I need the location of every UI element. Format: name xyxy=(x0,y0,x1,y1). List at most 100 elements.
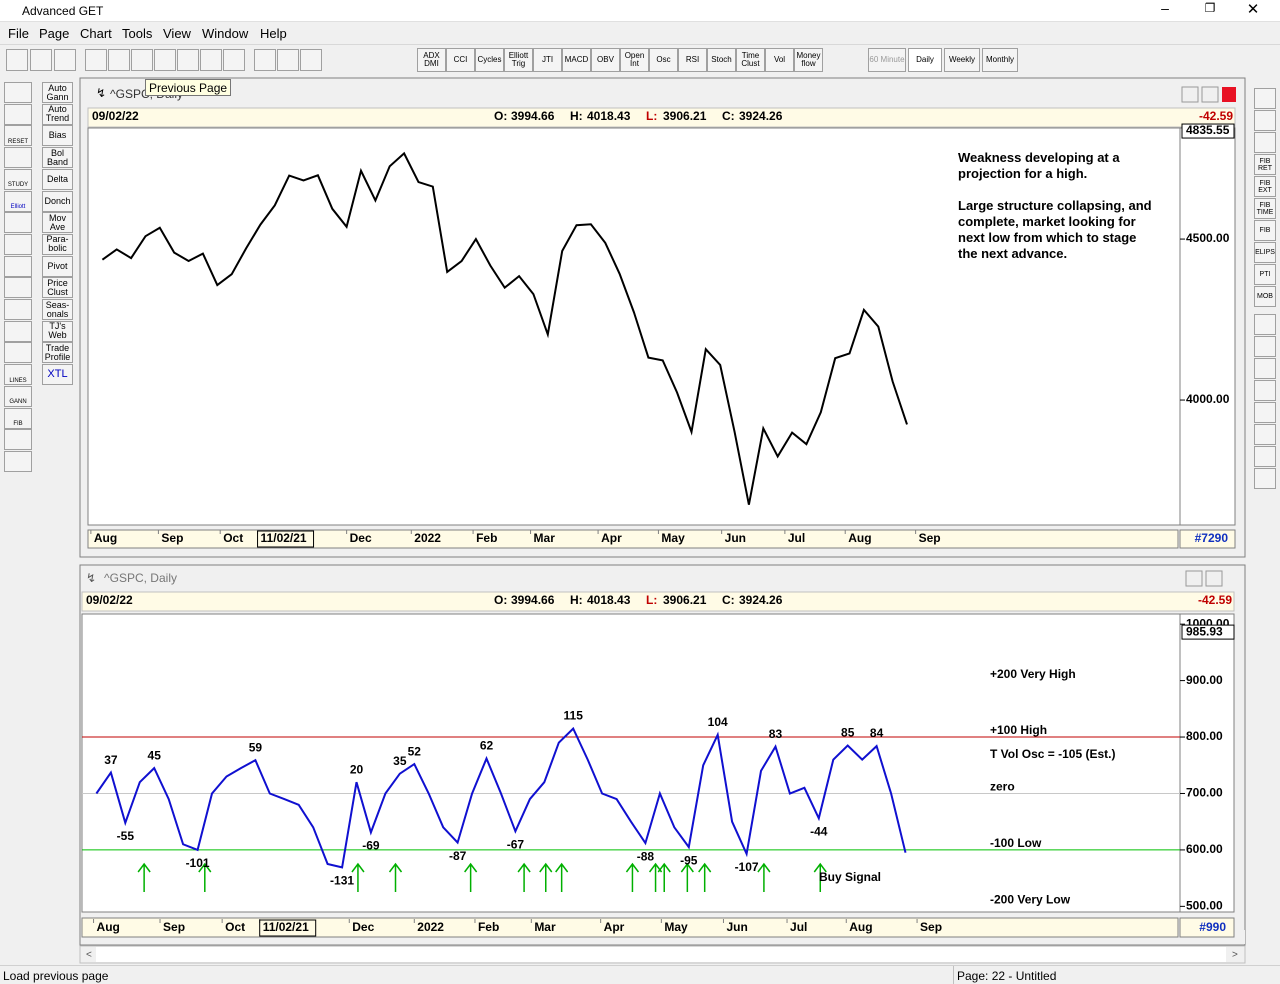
tool-button[interactable] xyxy=(254,49,276,71)
tool-icon[interactable] xyxy=(1254,380,1276,401)
tool-icon[interactable] xyxy=(4,320,32,342)
fib-tool-button[interactable]: FIB xyxy=(1254,220,1276,241)
indicator-button[interactable]: OBV xyxy=(591,48,620,72)
tool-icon[interactable] xyxy=(1254,88,1276,109)
tool-icon[interactable] xyxy=(4,385,32,407)
tool-icon[interactable] xyxy=(4,82,32,103)
fib-tool-button[interactable]: FIB RET xyxy=(1254,154,1276,175)
tool-icon[interactable] xyxy=(4,407,32,429)
study-button[interactable]: Donch xyxy=(42,190,73,212)
window-maximize[interactable] xyxy=(1205,570,1223,587)
indicator-button[interactable]: MACD xyxy=(562,48,591,72)
tool-icon[interactable] xyxy=(4,277,32,299)
restore-button[interactable]: ❐ xyxy=(1204,1,1216,15)
period-button[interactable]: Monthly xyxy=(982,48,1018,72)
tool-button[interactable] xyxy=(154,49,176,71)
fib-tool-button[interactable]: PTI xyxy=(1254,264,1276,285)
tool-icon[interactable] xyxy=(4,255,32,277)
tool-button[interactable] xyxy=(177,49,199,71)
study-button[interactable]: Trade Profile xyxy=(42,342,73,364)
tool-button[interactable] xyxy=(223,49,245,71)
tool-button[interactable] xyxy=(108,49,130,71)
menu-item[interactable]: Page xyxy=(39,26,70,41)
scroll-left[interactable]: < xyxy=(86,950,92,961)
window-minimize[interactable] xyxy=(1181,86,1199,103)
tool-icon[interactable] xyxy=(1254,110,1276,131)
tool-icon-label[interactable]: RESET xyxy=(7,138,28,145)
period-button[interactable]: 60 Minute xyxy=(868,48,906,72)
study-button[interactable]: Price Clust xyxy=(42,277,73,299)
window-close[interactable] xyxy=(1222,87,1236,102)
tool-icon[interactable] xyxy=(4,299,32,320)
tool-icon[interactable] xyxy=(4,147,32,169)
tool-icon[interactable] xyxy=(4,342,32,364)
indicator-button[interactable]: Cycles xyxy=(475,48,504,72)
study-button[interactable]: Delta xyxy=(42,168,73,190)
study-button[interactable]: Bol Band xyxy=(42,147,73,169)
indicator-button[interactable]: Money flow xyxy=(794,48,823,72)
menu-item[interactable]: View xyxy=(163,26,191,41)
period-button[interactable]: Daily xyxy=(908,48,942,72)
menu-item[interactable]: Help xyxy=(260,26,287,41)
menu-item[interactable]: Tools xyxy=(122,26,153,41)
indicator-button[interactable]: CCI xyxy=(446,48,475,72)
tool-button[interactable] xyxy=(131,49,153,71)
tool-icon[interactable] xyxy=(4,364,32,386)
indicator-button[interactable]: Elliott Trig xyxy=(504,48,533,72)
tool-icon[interactable] xyxy=(1254,336,1276,357)
tool-icon[interactable] xyxy=(1254,358,1276,379)
study-button[interactable]: Auto Trend xyxy=(42,103,73,125)
indicator-button[interactable]: Stoch xyxy=(707,48,736,72)
tool-icon-label[interactable]: LINES xyxy=(9,377,27,384)
fib-tool-button[interactable]: ELIPS xyxy=(1254,242,1276,263)
tool-button[interactable] xyxy=(277,49,299,71)
window-maximize[interactable] xyxy=(1201,86,1219,103)
study-button[interactable]: Seas-onals xyxy=(42,299,73,320)
tool-icon[interactable] xyxy=(4,450,32,472)
scroll-track[interactable] xyxy=(96,947,1226,962)
tool-button[interactable] xyxy=(30,49,52,71)
tool-button[interactable] xyxy=(85,49,107,71)
tool-icon[interactable] xyxy=(4,168,32,190)
tool-icon[interactable] xyxy=(4,190,32,212)
close-button[interactable]: ✕ xyxy=(1246,1,1260,18)
fib-tool-button[interactable]: FIB TIME xyxy=(1254,198,1276,219)
fib-tool-button[interactable]: MOB xyxy=(1254,286,1276,307)
tool-icon[interactable] xyxy=(1254,132,1276,153)
tool-icon[interactable] xyxy=(1254,446,1276,467)
tool-button[interactable] xyxy=(300,49,322,71)
tool-icon-label[interactable]: GANN xyxy=(9,399,27,406)
indicator-button[interactable]: JTI xyxy=(533,48,562,72)
tool-icon[interactable] xyxy=(4,233,32,255)
tool-button[interactable] xyxy=(200,49,222,71)
scroll-right[interactable]: > xyxy=(1232,950,1238,961)
study-button[interactable]: Bias xyxy=(42,125,73,147)
tool-icon[interactable] xyxy=(4,103,32,125)
tool-icon[interactable] xyxy=(1254,468,1276,489)
tool-icon[interactable] xyxy=(4,125,32,147)
tool-icon[interactable] xyxy=(1254,402,1276,423)
tool-icon[interactable] xyxy=(1254,314,1276,335)
tool-button[interactable] xyxy=(54,49,76,71)
menu-item[interactable]: Chart xyxy=(80,26,112,41)
tool-button[interactable] xyxy=(6,49,28,71)
study-button[interactable]: Mov Ave xyxy=(42,212,73,234)
tool-icon-label[interactable]: STUDY xyxy=(7,182,29,189)
window-minimize[interactable] xyxy=(1185,570,1203,587)
study-button[interactable]: XTL xyxy=(42,364,73,386)
indicator-button[interactable]: Open Int xyxy=(620,48,649,72)
indicator-button[interactable]: Osc xyxy=(649,48,678,72)
study-button[interactable]: TJ's Web xyxy=(42,320,73,342)
indicator-button[interactable]: ADX DMI xyxy=(417,48,446,72)
study-button[interactable]: Para-bolic xyxy=(42,233,73,255)
indicator-button[interactable]: Time Clust xyxy=(736,48,765,72)
study-button[interactable]: Pivot xyxy=(42,255,73,277)
study-button[interactable]: Auto Gann xyxy=(42,82,73,103)
period-button[interactable]: Weekly xyxy=(944,48,980,72)
tool-icon-label[interactable]: Elliott xyxy=(10,204,26,210)
tool-icon[interactable] xyxy=(4,212,32,234)
indicator-button[interactable]: RSI xyxy=(678,48,707,72)
indicator-button[interactable]: Vol xyxy=(765,48,794,72)
tool-icon[interactable] xyxy=(4,429,32,451)
fib-tool-button[interactable]: FIB EXT xyxy=(1254,176,1276,197)
